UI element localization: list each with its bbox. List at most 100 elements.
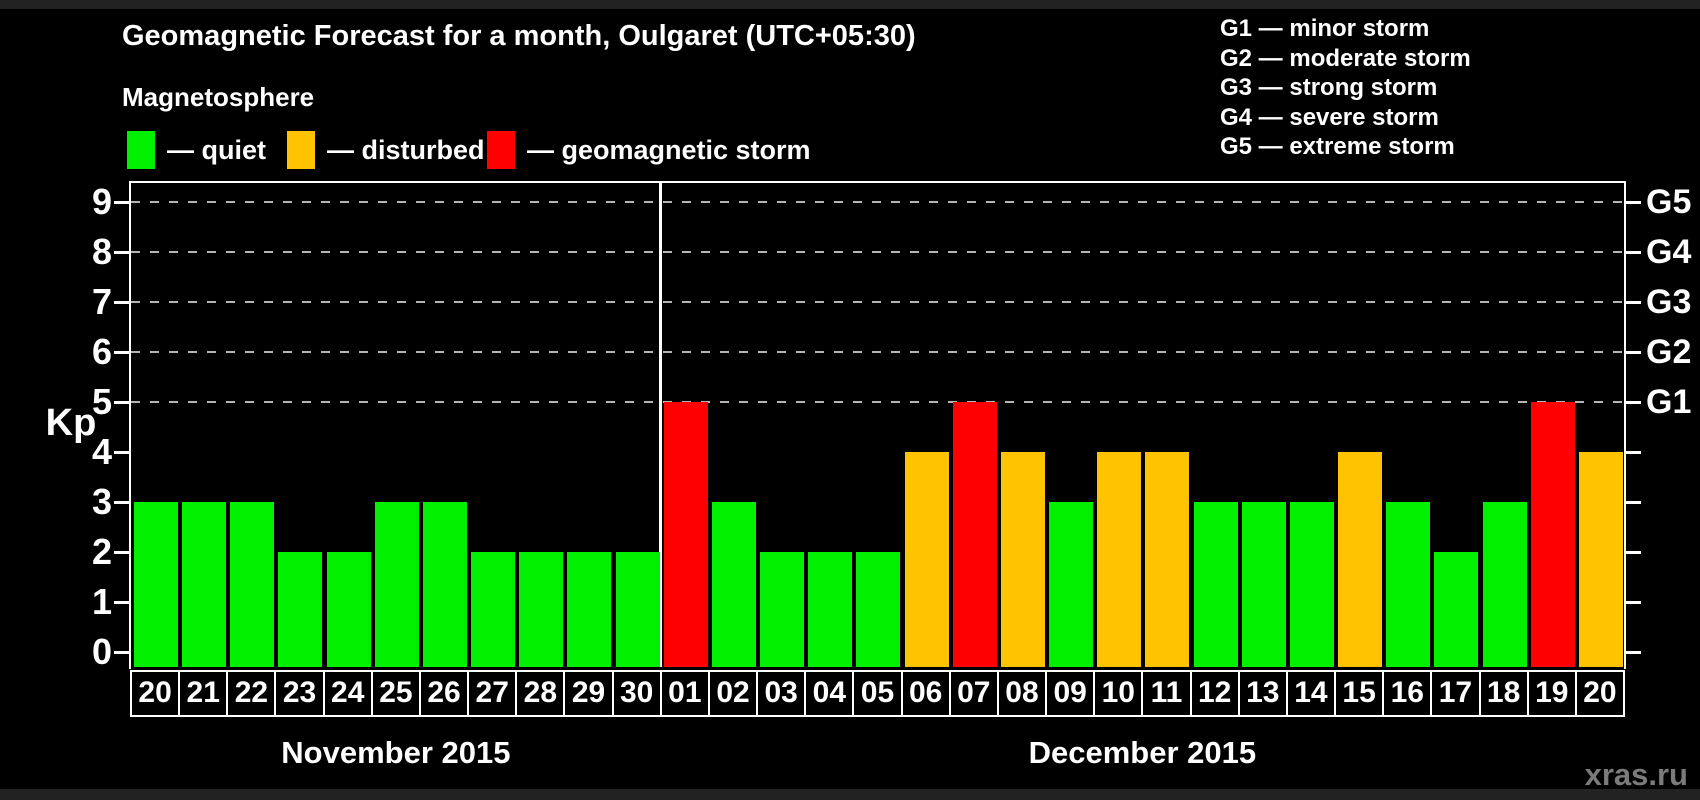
magnetosphere-heading: Magnetosphere [122, 82, 315, 112]
y-tick-label: 4 [91, 431, 112, 472]
kp-bar [278, 552, 323, 667]
y-axis-title: Kp [45, 402, 97, 444]
date-cell: 18 [1478, 670, 1529, 717]
left-tick [114, 501, 129, 504]
left-tick [114, 301, 129, 304]
chart-title: Geomagnetic Forecast for a month, Oulgar… [122, 20, 916, 52]
y-tick-label: 0 [91, 631, 112, 672]
left-tick [114, 201, 129, 204]
kp-bar [1434, 552, 1479, 667]
kp-bar [567, 552, 612, 667]
kp-bar [1338, 452, 1383, 667]
kp-bar [663, 402, 708, 667]
month-separator [659, 183, 663, 667]
quiet-color-swatch [127, 131, 155, 169]
kp-bar [519, 552, 564, 667]
date-cell: 16 [1382, 670, 1433, 717]
left-tick [114, 451, 129, 454]
g-axis-label: G5 [1646, 183, 1692, 221]
y-tick-label: 6 [91, 331, 112, 372]
right-tick [1626, 351, 1641, 354]
kp-bar [422, 502, 467, 667]
date-cell: 10 [1093, 670, 1144, 717]
kp-bar [1289, 502, 1334, 667]
y-tick-label: 5 [91, 381, 112, 422]
date-cell: 11 [1141, 670, 1192, 717]
date-cell: 30 [611, 670, 662, 717]
left-tick [114, 601, 129, 604]
legend-item-label: — quiet [167, 134, 266, 165]
kp-bar [1241, 502, 1286, 667]
kp-bar [1049, 502, 1094, 667]
g-axis-label: G1 [1646, 383, 1692, 421]
right-tick [1626, 551, 1641, 554]
date-cell: 20 [130, 670, 181, 717]
y-tick-label: 7 [91, 281, 112, 322]
date-cell: 05 [852, 670, 903, 717]
left-tick [114, 551, 129, 554]
date-cell: 19 [1526, 670, 1577, 717]
left-tick [114, 351, 129, 354]
kp-bar [1145, 452, 1190, 667]
y-tick-label: 8 [91, 231, 112, 272]
kp-bar [952, 402, 997, 667]
legend-item-quiet: — quiet [127, 130, 266, 170]
g-scale-legend-line: G4 — severe storm [1220, 103, 1439, 131]
gridline [131, 401, 1624, 403]
disturbed-color-swatch [287, 131, 315, 169]
storm-color-swatch [487, 131, 515, 169]
kp-bar [760, 552, 805, 667]
date-cell: 24 [322, 670, 373, 717]
gridline [131, 251, 1624, 253]
date-cell: 15 [1334, 670, 1385, 717]
date-cell: 04 [804, 670, 855, 717]
kp-bar [1000, 452, 1045, 667]
y-tick-label: 1 [91, 581, 112, 622]
date-cell: 26 [418, 670, 470, 717]
kp-bar [182, 502, 227, 667]
kp-bar [904, 452, 949, 667]
date-cell: 23 [274, 670, 325, 717]
gridline [131, 301, 1624, 303]
right-tick [1626, 651, 1641, 654]
date-cell: 08 [996, 670, 1048, 717]
date-cell: 07 [948, 670, 999, 717]
right-tick [1626, 501, 1641, 504]
date-cell: 13 [1237, 670, 1288, 717]
kp-bar [1097, 452, 1142, 667]
date-cell: 29 [563, 670, 614, 717]
kp-bar [374, 502, 419, 667]
g-axis-label: G4 [1646, 233, 1692, 271]
date-cell: 12 [1189, 670, 1240, 717]
legend-item-label: — geomagnetic storm [527, 134, 811, 165]
top-edge-strip [0, 0, 1700, 9]
left-tick [114, 651, 129, 654]
y-tick-label: 2 [91, 531, 112, 572]
kp-bar [1482, 502, 1527, 667]
date-cell: 06 [900, 670, 951, 717]
legend-item-label: — disturbed [327, 134, 485, 165]
watermark: xras.ru [1584, 757, 1688, 792]
right-tick [1626, 451, 1641, 454]
g-scale-legend-line: G1 — minor storm [1220, 15, 1430, 42]
g-scale-legend-line: G2 — moderate storm [1220, 44, 1471, 72]
kp-bar [856, 552, 901, 667]
right-tick [1626, 601, 1641, 604]
y-tick-label: 9 [91, 181, 112, 222]
date-cell: 02 [707, 670, 759, 717]
g-scale-legend-line: G5 — extreme storm [1220, 133, 1455, 160]
date-cell: 14 [1285, 670, 1337, 717]
kp-bar [1578, 452, 1623, 667]
date-cell: 22 [226, 670, 277, 717]
date-cell: 21 [178, 670, 229, 717]
legend-item-disturbed: — disturbed [287, 130, 485, 170]
bottom-edge-strip [0, 789, 1700, 800]
kp-bar [230, 502, 275, 667]
right-tick [1626, 201, 1641, 204]
right-tick [1626, 251, 1641, 254]
date-cell: 03 [756, 670, 807, 717]
legend-item-storm: — geomagnetic storm [487, 130, 811, 170]
g-scale-legend: G1 — minor storm G2 — moderate storm G3 … [1220, 14, 1471, 162]
date-cell: 17 [1430, 670, 1481, 717]
